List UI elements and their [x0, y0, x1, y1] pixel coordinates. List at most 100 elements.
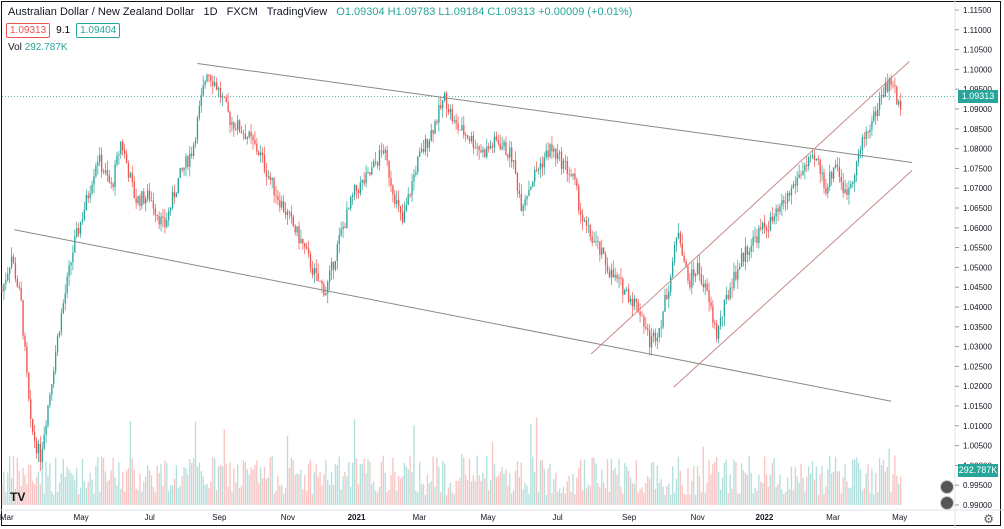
volume-bar: [294, 474, 296, 505]
volume-bar: [505, 469, 507, 505]
candle-body: [545, 150, 547, 158]
interval[interactable]: 1D: [203, 6, 218, 18]
candle-body: [572, 173, 574, 177]
volume-bar: [417, 492, 419, 505]
candle-body: [252, 136, 254, 141]
volume-bar: [296, 473, 298, 505]
candle-body: [836, 164, 839, 167]
volume-bar: [382, 455, 384, 505]
volume-bar: [869, 492, 871, 505]
candle-body: [583, 220, 586, 222]
candle-body: [298, 226, 300, 244]
volume-bar: [581, 490, 584, 505]
candle-body: [497, 140, 499, 144]
candle-body: [399, 205, 402, 213]
volume-bar: [93, 493, 95, 505]
volume-bar: [629, 477, 632, 505]
candle-body: [455, 120, 457, 124]
candle-body: [756, 236, 758, 244]
event-icon[interactable]: [940, 480, 954, 494]
candle-body: [221, 96, 224, 98]
candle-body: [712, 306, 714, 323]
event-icon[interactable]: [940, 496, 954, 510]
candle-body: [832, 167, 835, 179]
volume-bar: [800, 463, 802, 505]
buy-price[interactable]: 1.09404: [76, 23, 121, 38]
candle-body: [495, 136, 498, 141]
candle-body: [827, 187, 829, 194]
volume-bar: [51, 491, 53, 505]
candle-body: [31, 418, 34, 432]
candle-body: [215, 82, 218, 90]
volume-bar: [746, 474, 749, 505]
candle-body: [867, 131, 869, 133]
volume-bar: [520, 462, 522, 505]
candle-body: [127, 163, 130, 178]
volume-bar: [689, 494, 691, 505]
candle-body: [275, 195, 277, 197]
candle-body: [871, 120, 873, 130]
y-tick-label: 1.02500: [963, 362, 992, 371]
volume-bar: [183, 466, 185, 505]
volume-bar: [340, 489, 342, 505]
candle-body: [587, 225, 590, 227]
volume-bar: [313, 472, 316, 505]
volume-bar: [572, 473, 574, 505]
candle-body: [635, 298, 637, 302]
candle-body: [409, 194, 411, 196]
volume-bar: [256, 460, 258, 505]
candle-body: [625, 289, 628, 290]
candle-body: [484, 149, 486, 157]
candle-body: [560, 152, 563, 169]
candle-body: [110, 182, 112, 184]
candle-body: [612, 269, 614, 278]
candle-body: [493, 136, 496, 148]
candle-body: [637, 301, 639, 312]
candle-body: [338, 234, 340, 245]
sell-price[interactable]: 1.09313: [6, 23, 51, 38]
candle-body: [551, 144, 553, 152]
candle-body: [35, 440, 38, 454]
volume-bar: [373, 481, 375, 505]
candle-body: [91, 184, 93, 194]
volume-bar: [31, 480, 34, 505]
volume-bar: [53, 494, 55, 505]
tradingview-logo[interactable]: TV: [10, 490, 26, 504]
y-tick-label: 0.99500: [963, 481, 992, 490]
candle-body: [313, 268, 316, 275]
volume-bar: [668, 483, 670, 505]
volume-bar: [378, 486, 381, 505]
candle-body: [428, 140, 430, 148]
candle-body: [279, 199, 281, 208]
volume-bar: [139, 473, 141, 505]
candle-body: [616, 274, 618, 279]
volume-bar: [599, 487, 601, 505]
candle-body: [238, 120, 241, 132]
gear-icon[interactable]: ⚙: [983, 512, 994, 526]
volume-bar: [74, 480, 76, 505]
y-tick-label: 1.09000: [963, 105, 992, 114]
candle-body: [704, 283, 706, 288]
candle-body: [192, 144, 195, 156]
candle-body: [731, 287, 733, 289]
candle-body: [829, 172, 831, 188]
x-tick-label: May: [74, 513, 89, 522]
volume-bar: [589, 486, 591, 505]
x-tick-label: Mar: [413, 513, 427, 522]
symbol-title[interactable]: Australian Dollar / New Zealand Dollar: [8, 6, 195, 18]
volume-bar: [56, 491, 59, 505]
candle-body: [491, 146, 494, 148]
volume-bar: [880, 465, 883, 505]
candle-body: [334, 261, 337, 270]
candle-body: [865, 131, 867, 139]
volume-bar: [5, 491, 7, 505]
candle-body: [14, 262, 17, 280]
volume-bar: [624, 462, 626, 505]
candle-body: [214, 82, 216, 86]
candle-body: [459, 129, 461, 131]
volume-bar: [120, 488, 122, 505]
candle-body: [790, 188, 793, 196]
candle-body: [601, 247, 603, 255]
volume-bar: [509, 473, 511, 505]
